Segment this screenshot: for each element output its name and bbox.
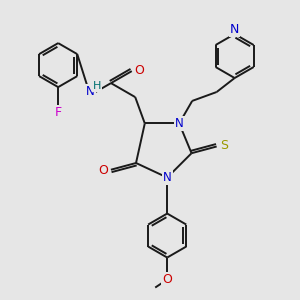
Text: N: N [163, 171, 172, 184]
Text: O: O [98, 164, 108, 177]
Text: O: O [162, 273, 172, 286]
Text: H: H [93, 81, 101, 91]
Text: N: N [230, 22, 239, 35]
Text: F: F [55, 106, 62, 118]
Text: S: S [220, 139, 228, 152]
Text: O: O [134, 64, 144, 76]
Text: N: N [86, 85, 94, 98]
Text: N: N [175, 117, 184, 130]
